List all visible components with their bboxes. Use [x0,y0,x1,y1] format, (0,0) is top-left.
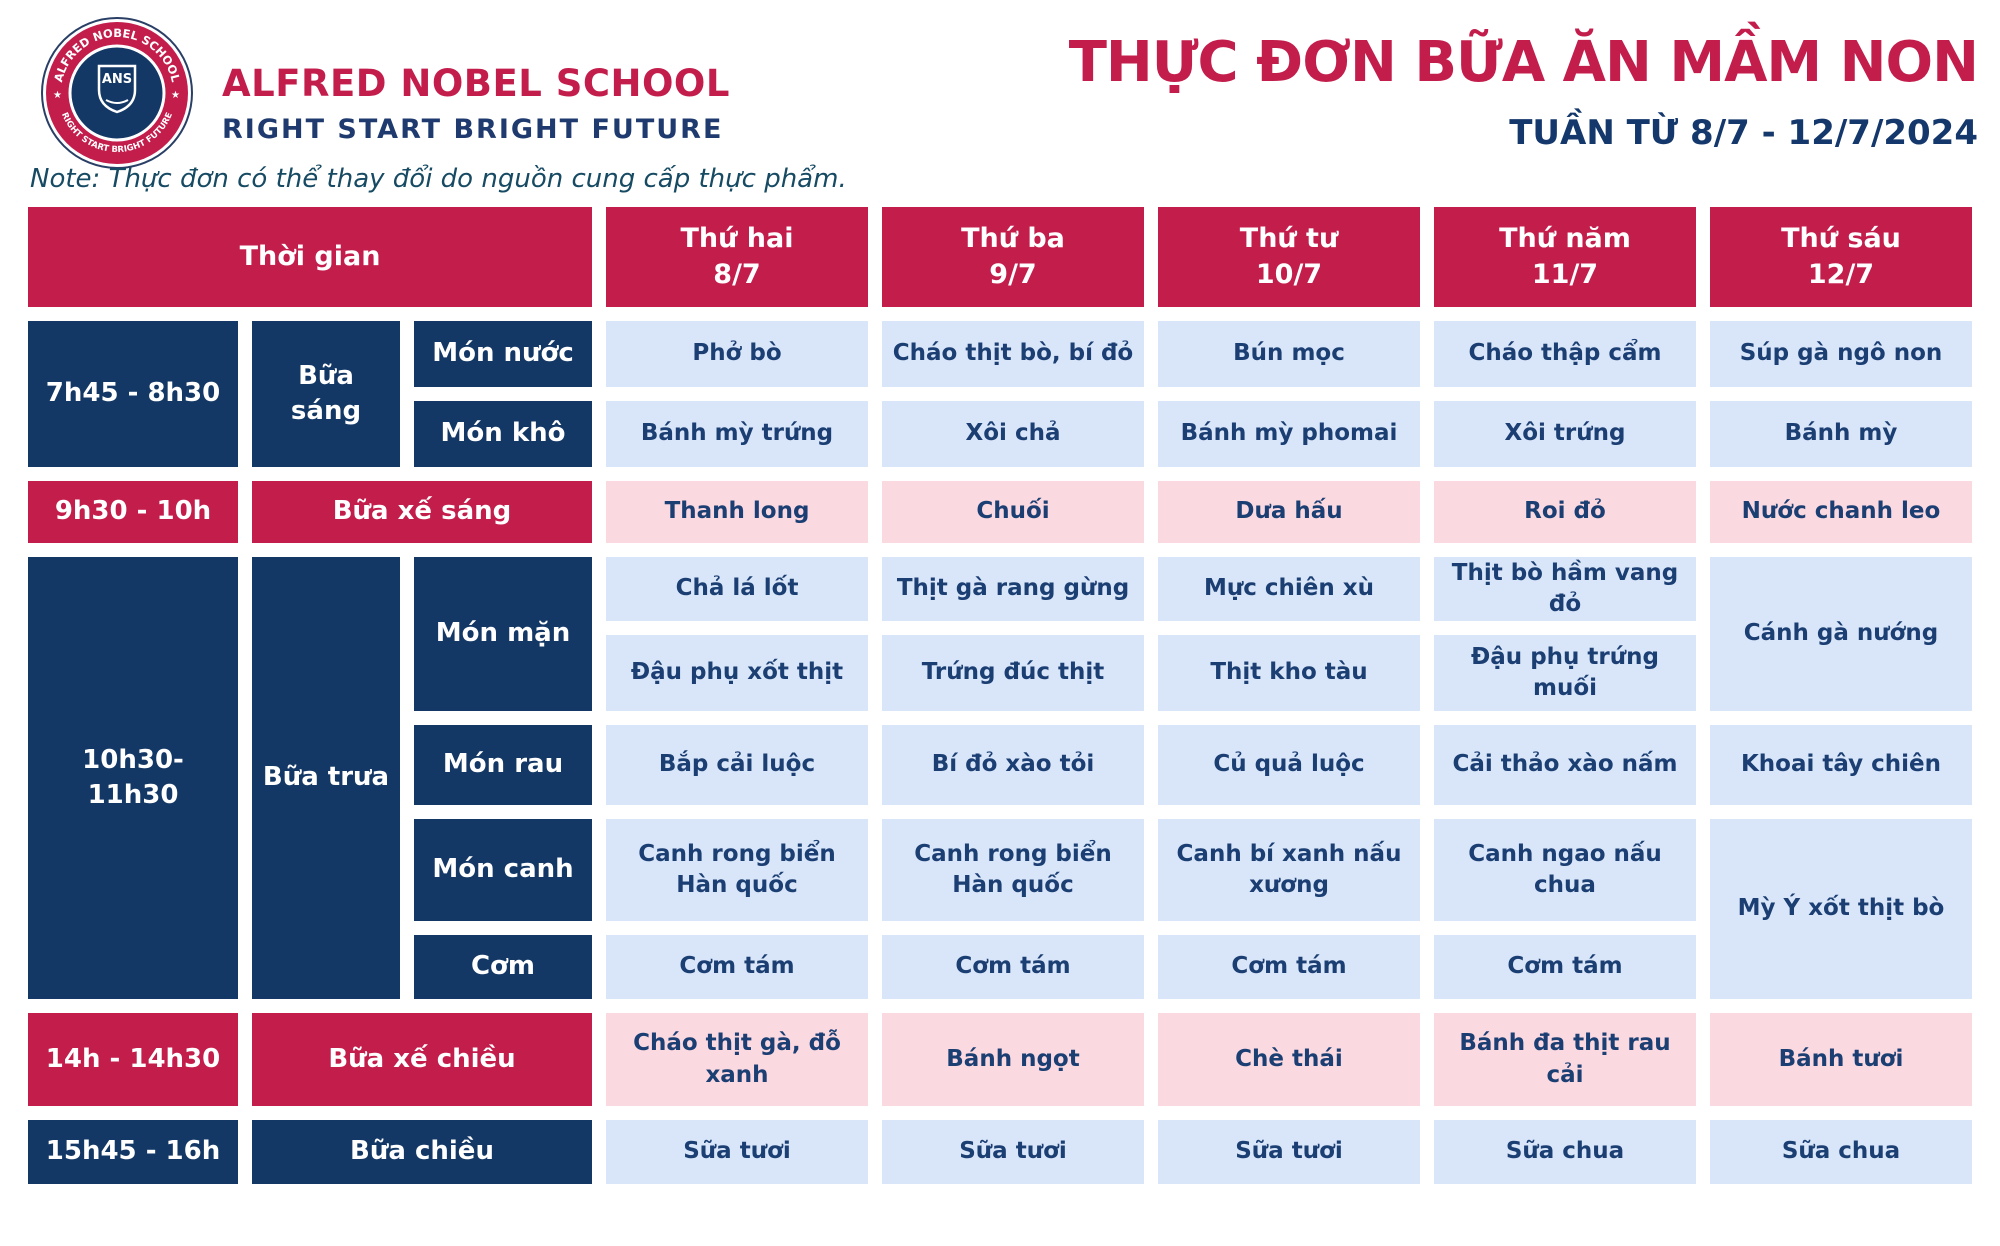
day-header-monday: Thứ hai 8/7 [606,207,868,307]
course-type-cell: Cơm [414,935,592,999]
menu-item-cell: Sữa tươi [606,1120,868,1184]
time-cell-breakfast: 7h45 - 8h30 [28,321,238,467]
menu-item-cell: Bí đỏ xào tỏi [882,725,1144,805]
time-cell-afternoon-snack: 14h - 14h30 [28,1013,238,1106]
menu-item-cell: Chuối [882,481,1144,543]
time-cell-late-afternoon: 15h45 - 16h [28,1120,238,1184]
menu-item-cell: Roi đỏ [1434,481,1696,543]
day-header-wednesday: Thứ tư 10/7 [1158,207,1420,307]
school-tagline: RIGHT START BRIGHT FUTURE [222,114,724,145]
time-cell-lunch: 10h30-11h30 [28,557,238,999]
course-type-cell: Món nước [414,321,592,387]
course-type-cell: Món rau [414,725,592,805]
menu-item-cell: Trứng đúc thịt [882,635,1144,711]
meal-cell-late-afternoon: Bữa chiều [252,1120,592,1184]
menu-item-cell: Cháo thịt gà, đỗ xanh [606,1013,868,1106]
menu-item-cell: Bánh đa thịt rau cải [1434,1013,1696,1106]
school-name: ALFRED NOBEL SCHOOL [222,62,730,105]
menu-item-cell: Canh rong biển Hàn quốc [606,819,868,921]
school-logo: ALFRED NOBEL SCHOOL RIGHT START BRIGHT F… [40,16,194,170]
menu-item-cell: Sữa chua [1434,1120,1696,1184]
menu-item-cell: Bắp cải luộc [606,725,868,805]
menu-table: Thời gian Thứ hai 8/7 Thứ ba 9/7 Thứ tư … [28,207,1972,1184]
menu-item-cell: Bún mọc [1158,321,1420,387]
menu-item-cell: Nước chanh leo [1710,481,1972,543]
menu-item-cell: Canh rong biển Hàn quốc [882,819,1144,921]
meal-cell-breakfast: Bữa sáng [252,321,400,467]
day-header-friday: Thứ sáu 12/7 [1710,207,1972,307]
menu-item-cell: Cơm tám [1158,935,1420,999]
logo-star-right-icon: ★ [171,90,180,101]
day-name: Thứ sáu [1781,222,1901,254]
menu-item-cell: Bánh mỳ phomai [1158,401,1420,467]
time-column-header: Thời gian [28,207,592,307]
menu-item-cell: Cơm tám [882,935,1144,999]
time-cell-morning-snack: 9h30 - 10h [28,481,238,543]
day-date: 12/7 [1807,259,1875,290]
day-date: 9/7 [989,259,1037,290]
meal-cell-lunch: Bữa trưa [252,557,400,999]
menu-item-cell: Cải thảo xào nấm [1434,725,1696,805]
menu-item-cell: Canh bí xanh nấu xương [1158,819,1420,921]
menu-item-cell: Cơm tám [1434,935,1696,999]
menu-item-cell: Xôi trứng [1434,401,1696,467]
menu-item-cell: Dưa hấu [1158,481,1420,543]
course-type-cell: Món khô [414,401,592,467]
course-type-cell: Món mặn [414,557,592,711]
course-type-cell: Món canh [414,819,592,921]
day-name: Thứ hai [680,222,794,254]
menu-item-cell: Phở bò [606,321,868,387]
day-date: 8/7 [713,259,761,290]
menu-item-cell: Đậu phụ xốt thịt [606,635,868,711]
day-header-thursday: Thứ năm 11/7 [1434,207,1696,307]
menu-item-cell-merged: Cánh gà nướng [1710,557,1972,711]
menu-title: THỰC ĐƠN BỮA ĂN MẦM NON [1068,30,1979,95]
menu-item-cell: Sữa chua [1710,1120,1972,1184]
menu-item-cell: Mực chiên xù [1158,557,1420,621]
menu-note: Note: Thực đơn có thể thay đổi do nguồn … [30,164,847,194]
school-wordmark: ALFRED NOBEL SCHOOL RIGHT START BRIGHT F… [222,62,730,145]
menu-item-cell: Canh ngao nấu chua [1434,819,1696,921]
menu-item-cell: Sữa tươi [882,1120,1144,1184]
menu-item-cell: Cháo thập cẩm [1434,321,1696,387]
meal-cell-morning-snack: Bữa xế sáng [252,481,592,543]
menu-item-cell: Khoai tây chiên [1710,725,1972,805]
day-date: 11/7 [1531,259,1599,290]
menu-item-cell: Bánh mỳ [1710,401,1972,467]
meal-cell-afternoon-snack: Bữa xế chiều [252,1013,592,1106]
day-name: Thứ ba [961,222,1065,254]
logo-shield-icon [97,64,137,114]
day-name: Thứ năm [1499,222,1631,254]
menu-item-cell: Bánh mỳ trứng [606,401,868,467]
menu-item-cell: Thịt bò hầm vang đỏ [1434,557,1696,621]
day-name: Thứ tư [1239,222,1339,254]
day-date: 10/7 [1255,259,1323,290]
menu-item-cell: Bánh ngọt [882,1013,1144,1106]
school-logo-badge: ALFRED NOBEL SCHOOL RIGHT START BRIGHT F… [41,17,193,169]
menu-item-cell: Thanh long [606,481,868,543]
menu-item-cell: Chè thái [1158,1013,1420,1106]
menu-item-cell-merged: Mỳ Ý xốt thịt bò [1710,819,1972,999]
menu-item-cell: Súp gà ngô non [1710,321,1972,387]
menu-item-cell: Cháo thịt bò, bí đỏ [882,321,1144,387]
logo-star-left-icon: ★ [53,90,62,101]
menu-item-cell: Củ quả luộc [1158,725,1420,805]
menu-item-cell: Thịt gà rang gừng [882,557,1144,621]
menu-item-cell: Bánh tươi [1710,1013,1972,1106]
day-header-tuesday: Thứ ba 9/7 [882,207,1144,307]
menu-item-cell: Sữa tươi [1158,1120,1420,1184]
title-block: THỰC ĐƠN BỮA ĂN MẦM NON TUẦN TỪ 8/7 - 12… [1068,30,1979,153]
menu-item-cell: Cơm tám [606,935,868,999]
menu-item-cell: Đậu phụ trứng muối [1434,635,1696,711]
menu-item-cell: Xôi chả [882,401,1144,467]
logo-banner-icon [105,99,129,104]
week-range: TUẦN TỪ 8/7 - 12/7/2024 [1509,113,1978,153]
menu-item-cell: Chả lá lốt [606,557,868,621]
logo-monogram: ANS [102,72,132,87]
menu-item-cell: Thịt kho tàu [1158,635,1420,711]
